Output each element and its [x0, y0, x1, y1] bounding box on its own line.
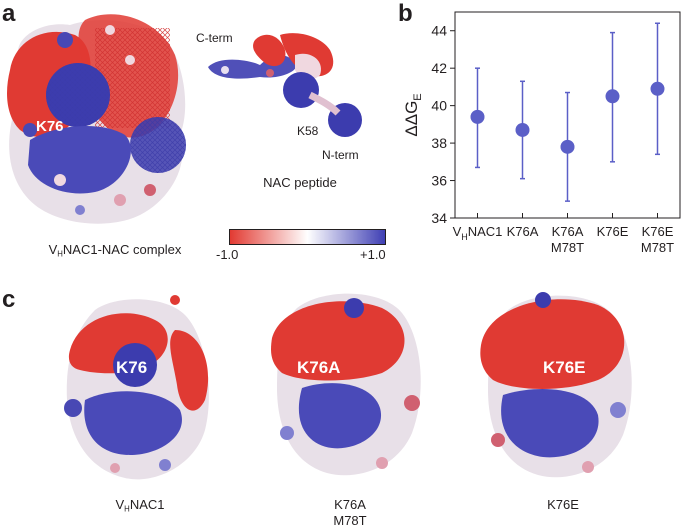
k76a-surface-image	[271, 293, 421, 476]
x-tick-label-2: K76A	[552, 224, 584, 239]
x-tick-label-3: K76E	[597, 224, 629, 239]
peptide-surface-image	[208, 33, 362, 137]
panel-b-letter: b	[398, 0, 413, 27]
colorbar-max-label: +1.0	[360, 247, 386, 262]
x-tick-label-line2-4: M78T	[641, 240, 674, 255]
panel-c-letter: c	[2, 286, 16, 313]
k58-label: K58	[297, 124, 319, 138]
complex-surface-image	[7, 14, 186, 224]
data-point-1	[515, 122, 530, 137]
x-tick-label-0: VHNAC1	[453, 224, 503, 242]
y-tick-label-4: 42	[431, 60, 447, 76]
n-term-label: N-term	[322, 148, 359, 162]
data-point-3	[605, 89, 620, 104]
wt-caption: VHNAC1	[115, 497, 165, 514]
panel-a-letter: a	[2, 0, 16, 27]
c-term-label: C-term	[196, 31, 233, 45]
x-tick-label-line2-2: M78T	[551, 240, 584, 255]
k76a-residue-label: K76A	[297, 358, 341, 377]
colorbar	[229, 229, 386, 245]
wt-residue-label: K76	[116, 358, 148, 377]
y-tick-label-0: 34	[431, 210, 447, 226]
complex-caption: VHNAC1-NAC complex	[48, 242, 182, 259]
x-tick-label-1: K76A	[507, 224, 539, 239]
colorbar-min-label: -1.0	[216, 247, 239, 262]
y-tick-label-5: 44	[431, 23, 447, 39]
peptide-caption: NAC peptide	[263, 175, 337, 190]
data-point-0	[470, 109, 485, 124]
data-point-2	[560, 139, 575, 154]
k76e-caption: K76E	[547, 497, 579, 512]
wt-surface-image	[64, 295, 209, 480]
y-axis-label: ΔΔGE	[402, 93, 424, 136]
k76e-residue-label: K76E	[543, 358, 586, 377]
y-tick-label-3: 40	[431, 98, 447, 114]
y-tick-label-1: 36	[431, 173, 447, 189]
x-tick-label-4: K76E	[642, 224, 674, 239]
k76e-surface-image	[480, 292, 632, 478]
complex-residue-label: K76	[36, 118, 64, 135]
k76a-caption: K76A M78T	[333, 497, 367, 528]
data-point-4	[650, 81, 665, 96]
y-tick-label-2: 38	[431, 135, 447, 151]
